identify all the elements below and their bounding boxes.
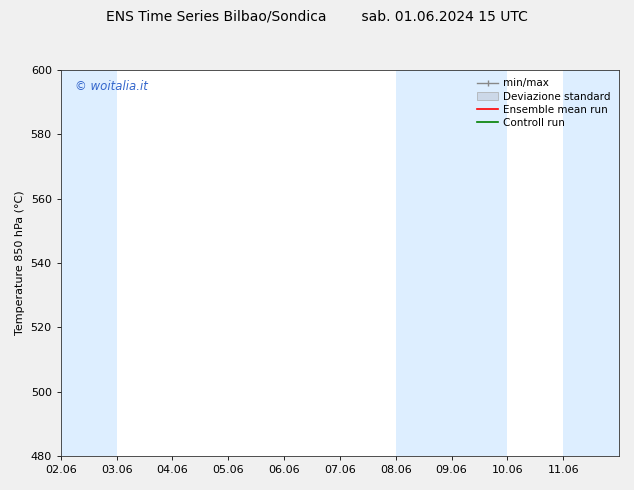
Text: © woitalia.it: © woitalia.it: [75, 80, 148, 93]
Legend: min/max, Deviazione standard, Ensemble mean run, Controll run: min/max, Deviazione standard, Ensemble m…: [474, 75, 614, 131]
Bar: [61, 70, 117, 456]
Bar: [396, 70, 507, 456]
Text: ENS Time Series Bilbao/Sondica        sab. 01.06.2024 15 UTC: ENS Time Series Bilbao/Sondica sab. 01.0…: [106, 10, 528, 24]
Bar: [563, 70, 619, 456]
Y-axis label: Temperature 850 hPa (°C): Temperature 850 hPa (°C): [15, 191, 25, 335]
